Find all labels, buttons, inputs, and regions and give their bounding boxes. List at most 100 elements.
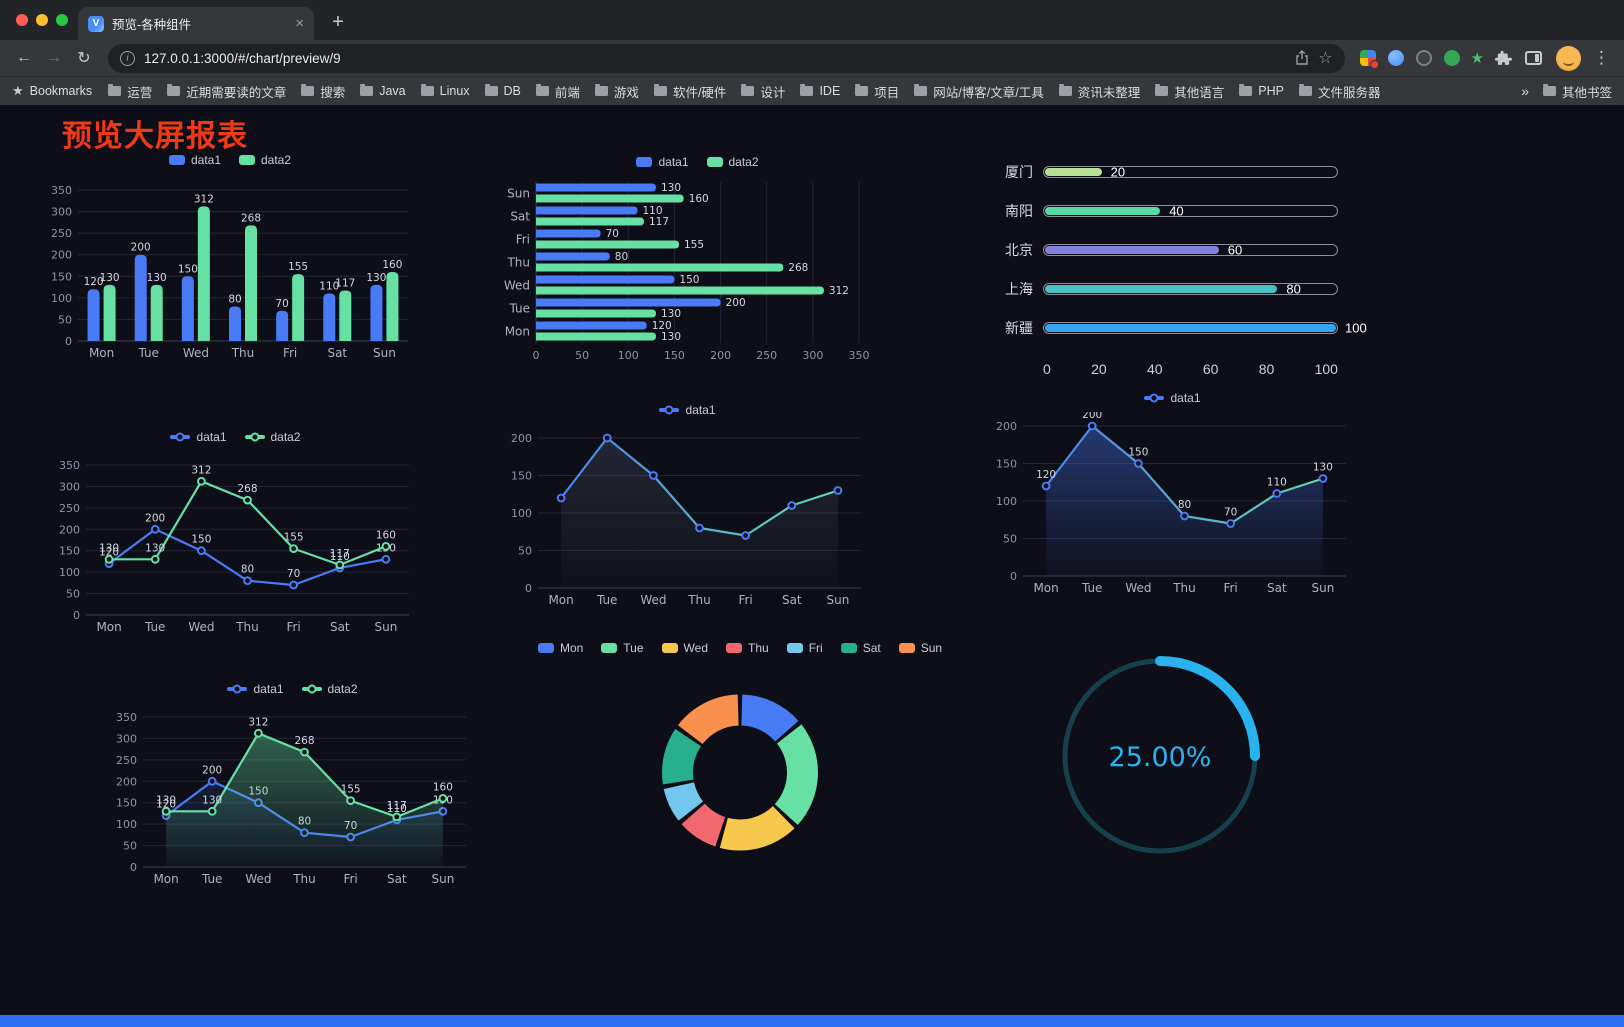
dashboard-page: 预览大屏报表 data1 data2 0 50 100 150 200 250 300 350 Mo…: [0, 105, 1624, 1027]
legend-swatch: [1144, 396, 1165, 400]
bottom-scrollbar[interactable]: [0, 1015, 1624, 1027]
legend-swatch: [840, 643, 857, 653]
bookmark-item[interactable]: 文件服务器: [1298, 82, 1380, 101]
svg-text:Sun: Sun: [431, 872, 454, 886]
svg-text:100: 100: [59, 566, 80, 579]
legend-item-data2[interactable]: data2: [301, 682, 358, 696]
folder-icon: [594, 84, 608, 96]
legend-item-data2[interactable]: data2: [244, 430, 301, 444]
legend-swatch: [170, 435, 191, 439]
progress-value: 80: [1286, 281, 1301, 296]
extensions-puzzle-icon[interactable]: [1495, 50, 1512, 67]
svg-text:350: 350: [51, 184, 72, 197]
extension-icon-green[interactable]: [1443, 50, 1460, 66]
svg-text:70: 70: [287, 568, 300, 580]
new-tab-button[interactable]: +: [332, 10, 344, 33]
bookmark-item[interactable]: 游戏: [594, 82, 639, 101]
bookmark-item[interactable]: PHP: [1239, 84, 1284, 98]
url-text[interactable]: 127.0.0.1:3000/#/chart/preview/9: [144, 50, 341, 66]
svg-text:Tue: Tue: [137, 346, 159, 360]
menu-kebab-icon[interactable]: ⋮: [1593, 48, 1610, 67]
bookmark-item[interactable]: 设计: [741, 82, 785, 101]
bookmarks-folder[interactable]: ★ Bookmarks: [12, 83, 92, 99]
legend-item-data1[interactable]: data1: [636, 155, 689, 169]
extension-icon-dark[interactable]: [1415, 50, 1432, 66]
extension-icon-star[interactable]: ★: [1470, 50, 1484, 67]
svg-text:120: 120: [84, 276, 104, 288]
bookmark-item[interactable]: 软件/硬件: [653, 82, 726, 101]
browser-tab[interactable]: V 预览-各种组件 ×: [78, 7, 314, 40]
svg-text:Fri: Fri: [283, 346, 297, 360]
bookmark-item[interactable]: 搜索: [301, 82, 345, 101]
tab-close-icon[interactable]: ×: [295, 15, 304, 32]
site-info-icon[interactable]: i: [120, 50, 135, 66]
legend-item-data1[interactable]: data1: [1144, 391, 1201, 405]
zoom-window-button[interactable]: [56, 14, 68, 26]
legend-item-data1[interactable]: data1: [170, 430, 227, 444]
reload-button[interactable]: ↻: [77, 50, 91, 67]
legend-item-Sun[interactable]: Sun: [898, 641, 942, 655]
svg-text:Sun: Sun: [507, 187, 530, 201]
bookmark-item[interactable]: 资讯未整理: [1058, 82, 1140, 101]
bookmark-item[interactable]: DB: [484, 84, 521, 98]
extension-icon-drop[interactable]: [1387, 50, 1404, 66]
share-icon[interactable]: [1295, 50, 1309, 66]
bookmark-star-icon[interactable]: ☆: [1318, 50, 1333, 67]
legend-item-data2[interactable]: data2: [706, 155, 759, 169]
legend-item-data1[interactable]: data1: [659, 403, 716, 417]
bookmark-item[interactable]: Java: [360, 84, 406, 98]
sidebar-toggle-icon[interactable]: [1525, 51, 1542, 65]
svg-text:Sun: Sun: [1311, 581, 1334, 595]
legend-swatch: [244, 435, 265, 439]
back-button[interactable]: ←: [16, 49, 32, 66]
progress-label: 南阳: [1005, 202, 1033, 219]
other-bookmarks-folder[interactable]: 其他书签: [1542, 82, 1612, 101]
chart-canvas: [662, 694, 818, 851]
legend-item-Wed[interactable]: Wed: [661, 641, 708, 655]
close-window-button[interactable]: [16, 14, 28, 26]
bookmark-item[interactable]: 运营: [108, 82, 152, 101]
legend-item-Mon[interactable]: Mon: [537, 641, 583, 655]
progress-track: 20: [1043, 164, 1338, 179]
bookmark-item[interactable]: 其他语言: [1155, 82, 1224, 101]
svg-text:100: 100: [618, 349, 639, 362]
profile-avatar[interactable]: [1556, 45, 1581, 71]
svg-text:50: 50: [58, 313, 72, 326]
svg-text:100: 100: [996, 495, 1017, 508]
svg-text:130: 130: [147, 272, 167, 284]
forward-button[interactable]: →: [46, 49, 62, 66]
legend-swatch: [537, 643, 554, 653]
extension-icon-grid[interactable]: [1359, 50, 1379, 69]
progress-fill: [1045, 284, 1278, 293]
bookmark-item[interactable]: 项目: [855, 82, 899, 101]
legend-item-Sat[interactable]: Sat: [840, 641, 881, 655]
chart-canvas: 0 50 100 150 200 Mon Tue Wed Thu Fri Sat Sun 120 200 1…: [996, 409, 1346, 595]
bookmark-item[interactable]: 网站/博客/文章/工具: [914, 82, 1044, 101]
svg-text:110: 110: [387, 803, 407, 815]
bookmarks-overflow-chevron[interactable]: »: [1521, 83, 1529, 99]
bookmark-item[interactable]: 近期需要读的文章: [167, 82, 286, 101]
svg-text:Tue: Tue: [509, 302, 531, 316]
legend-item-data2[interactable]: data2: [239, 153, 291, 167]
svg-text:0: 0: [525, 582, 532, 595]
folder-icon: [741, 84, 755, 96]
legend-item-Thu[interactable]: Thu: [726, 641, 769, 655]
folder-icon: [167, 84, 181, 96]
bookmark-item[interactable]: Linux: [420, 84, 470, 98]
area-line-chart: data1 0 50 100 150 200 Mon Tue Wed Thu Fri Sat Sun 12…: [985, 386, 1360, 598]
svg-text:50: 50: [1003, 533, 1017, 546]
legend-item-data1[interactable]: data1: [168, 153, 221, 167]
svg-text:Thu: Thu: [292, 872, 316, 886]
bookmark-item[interactable]: 前端: [535, 82, 580, 101]
legend-item-Fri[interactable]: Fri: [786, 641, 823, 655]
svg-text:300: 300: [51, 206, 72, 219]
svg-text:312: 312: [191, 464, 211, 476]
legend-item-data1[interactable]: data1: [227, 682, 284, 696]
bookmark-item[interactable]: IDE: [800, 84, 840, 98]
legend-item-Tue[interactable]: Tue: [601, 641, 644, 655]
minimize-window-button[interactable]: [36, 14, 48, 26]
url-bar[interactable]: i 127.0.0.1:3000/#/chart/preview/9 ☆: [108, 43, 1345, 73]
svg-text:110: 110: [643, 205, 663, 217]
svg-text:Mon: Mon: [89, 346, 114, 360]
svg-text:Wed: Wed: [504, 279, 530, 293]
